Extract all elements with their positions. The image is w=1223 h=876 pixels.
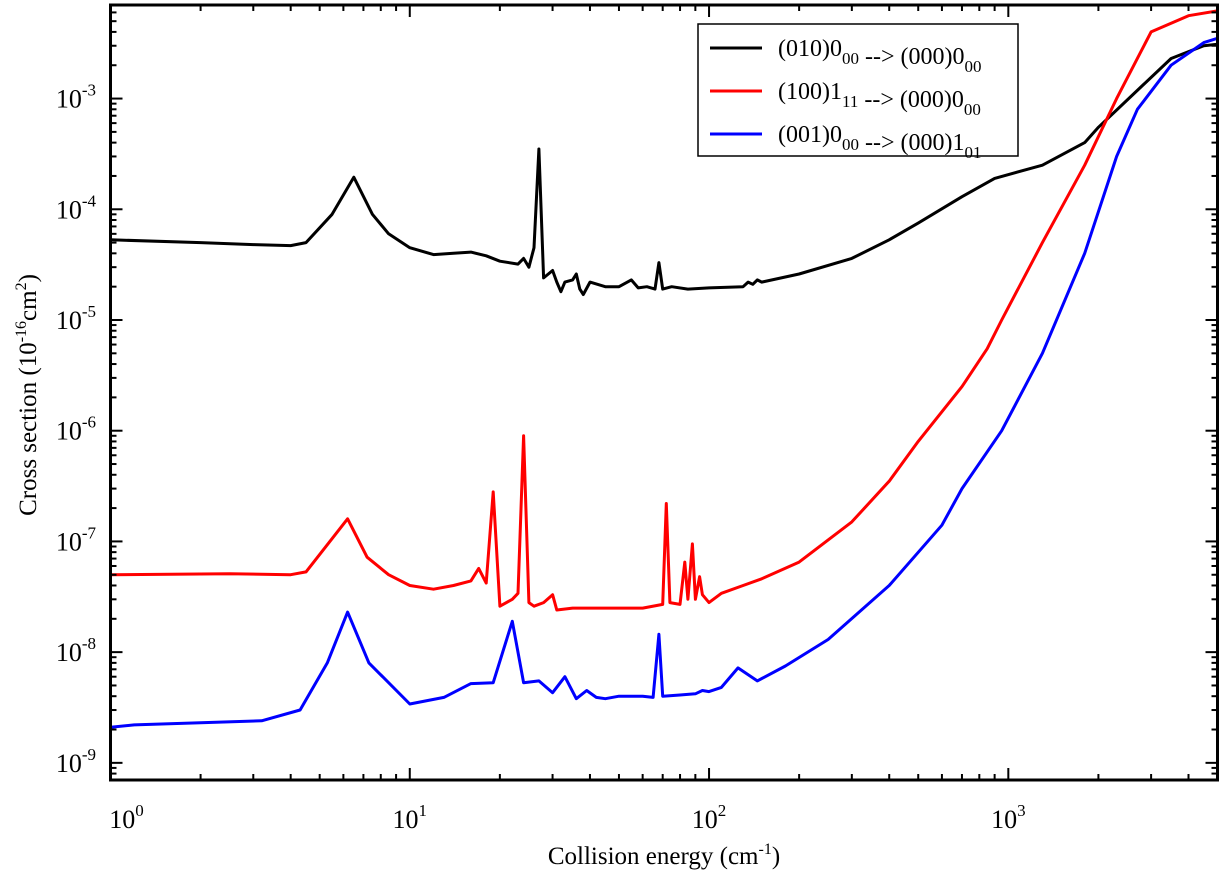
y-tick-label: 10-7	[56, 523, 97, 556]
x-tick-label: 102	[692, 801, 727, 834]
x-tick-label: 101	[393, 801, 428, 834]
legend-label: (100)111 --> (000)000	[778, 79, 981, 119]
y-tick-label: 10-8	[56, 634, 96, 667]
series-line-3	[110, 36, 1218, 729]
legend-items: (010)000 --> (000)000(100)111 --> (000)0…	[710, 36, 982, 162]
series-line-2	[110, 9, 1218, 612]
legend-label: (001)000 --> (000)101	[778, 122, 982, 162]
x-axis-label-main: Collision energy (cm	[548, 843, 759, 870]
x-axis-label: Collision energy (cm-1)	[548, 841, 780, 870]
y-axis-label-sup1: -16	[13, 321, 30, 342]
x-tick-label: 100	[109, 801, 144, 834]
y-axis-label-tail: )	[15, 274, 42, 282]
legend: (010)000 --> (000)000(100)111 --> (000)0…	[697, 23, 1019, 162]
plot-frame	[109, 3, 1219, 782]
y-tick-label: 10-9	[56, 745, 96, 778]
y-axis-label-mid: cm	[15, 290, 42, 321]
series-layer	[110, 9, 1218, 729]
series-line-1	[110, 42, 1218, 296]
y-tick-label: 10-6	[56, 413, 96, 446]
y-axis-label-main: Cross section (10	[15, 342, 42, 516]
y-tick-label: 10-3	[56, 81, 96, 114]
y-tick-label: 10-5	[56, 302, 96, 335]
y-axis-label-sup2: 2	[13, 282, 30, 290]
legend-label: (010)000 --> (000)000	[778, 36, 982, 76]
x-axis-label-tail: )	[772, 843, 780, 870]
x-axis-label-sup: -1	[758, 841, 771, 858]
y-tick-label: 10-4	[56, 191, 97, 224]
y-axis-label: Cross section (10-16cm2)	[13, 274, 42, 516]
x-tick-label: 103	[991, 801, 1026, 834]
tick-labels: 100 101 102 103 10-9 10-8 10-7 10-6 10-5 10-4 10-3	[56, 81, 1026, 834]
